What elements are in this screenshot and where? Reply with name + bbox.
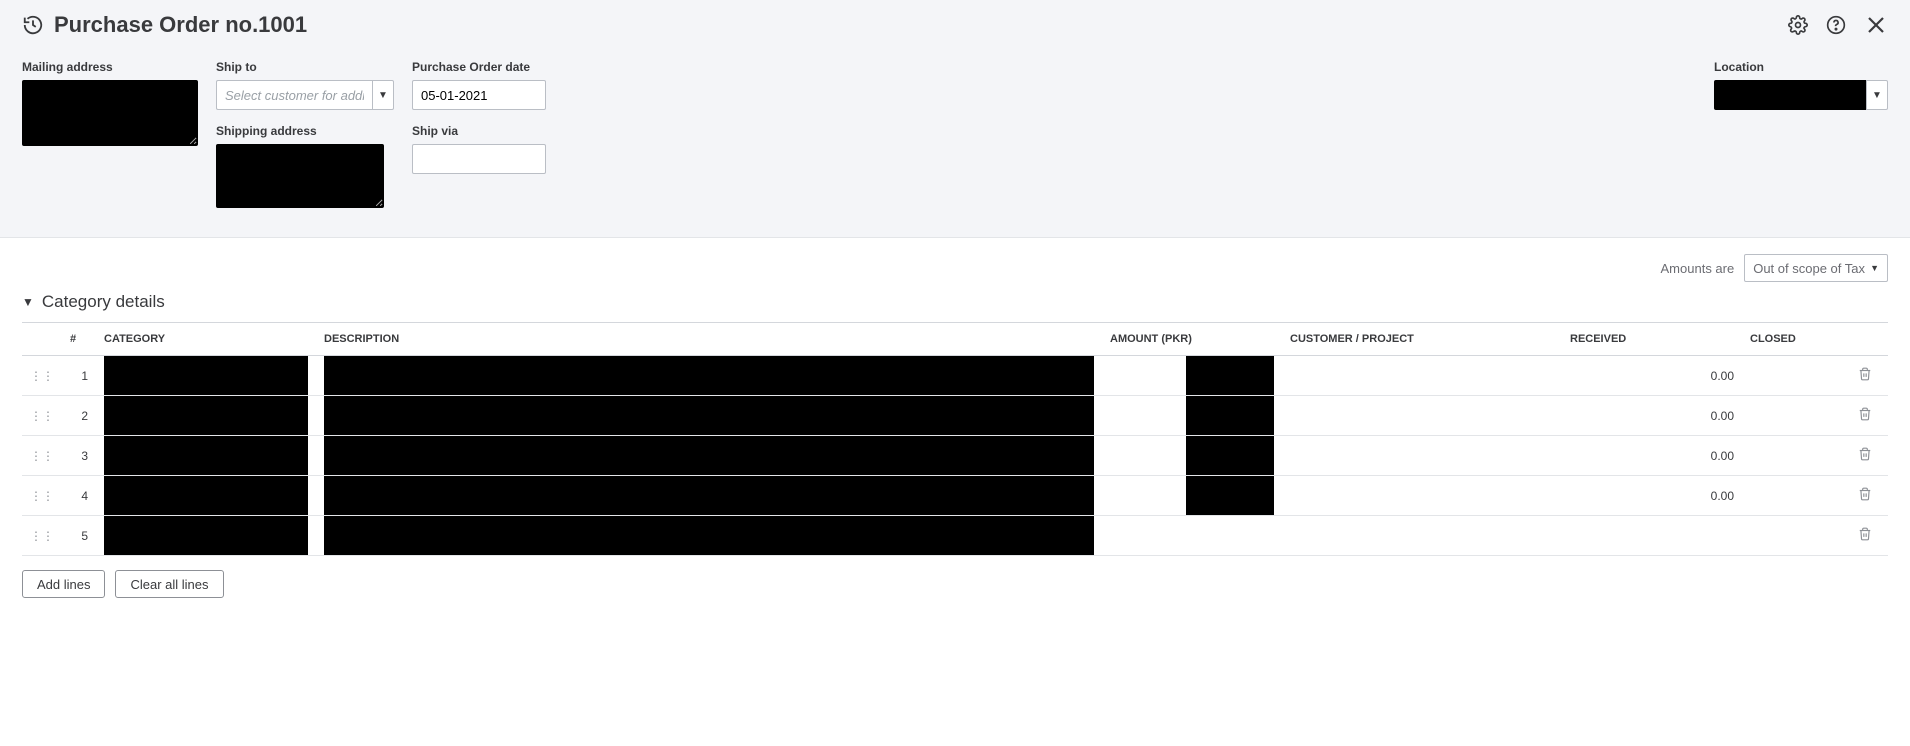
drag-handle-icon[interactable]: ⋮⋮ <box>22 356 62 396</box>
close-icon[interactable] <box>1864 13 1888 37</box>
ship-via-field: Ship via <box>412 124 546 174</box>
table-row[interactable]: ⋮⋮1 0.00 <box>22 356 1888 396</box>
delete-row-icon[interactable] <box>1842 516 1888 556</box>
received-cell[interactable]: 0.00 <box>1562 356 1742 396</box>
col-customer: CUSTOMER / PROJECT <box>1282 323 1562 356</box>
shipping-address-field: Shipping address <box>216 124 394 213</box>
col-received: RECEIVED <box>1562 323 1742 356</box>
amounts-are-select[interactable]: Out of scope of Tax <box>1744 254 1888 282</box>
category-cell[interactable] <box>96 516 316 556</box>
ship-to-input[interactable] <box>216 80 372 110</box>
delete-row-icon[interactable] <box>1842 356 1888 396</box>
mailing-address-field: Mailing address <box>22 60 198 151</box>
received-cell[interactable]: 0.00 <box>1562 396 1742 436</box>
category-cell[interactable] <box>96 476 316 516</box>
closed-cell[interactable] <box>1742 396 1842 436</box>
description-cell[interactable] <box>316 516 1102 556</box>
customer-cell[interactable] <box>1282 436 1562 476</box>
location-input[interactable] <box>1714 80 1866 110</box>
description-cell[interactable] <box>316 436 1102 476</box>
closed-cell[interactable] <box>1742 476 1842 516</box>
section-title: Category details <box>42 292 165 312</box>
received-cell[interactable]: 0.00 <box>1562 436 1742 476</box>
row-number: 2 <box>62 396 96 436</box>
col-description: DESCRIPTION <box>316 323 1102 356</box>
category-cell[interactable] <box>96 356 316 396</box>
shipping-address-label: Shipping address <box>216 124 394 138</box>
amount-cell[interactable] <box>1102 436 1282 476</box>
description-cell[interactable] <box>316 396 1102 436</box>
delete-row-icon[interactable] <box>1842 476 1888 516</box>
location-dropdown-icon[interactable]: ▼ <box>1866 80 1888 110</box>
col-category: CATEGORY <box>96 323 316 356</box>
received-cell[interactable] <box>1562 516 1742 556</box>
location-field: Location ▼ <box>1714 60 1888 110</box>
amount-cell[interactable] <box>1102 516 1282 556</box>
ship-to-field: Ship to ▼ <box>216 60 394 110</box>
category-details-toggle[interactable]: ▼ Category details <box>22 292 1888 312</box>
clear-all-lines-button[interactable]: Clear all lines <box>115 570 223 598</box>
po-date-label: Purchase Order date <box>412 60 546 74</box>
lower-area: Amounts are Out of scope of Tax ▼ Catego… <box>0 238 1910 622</box>
drag-handle-icon[interactable]: ⋮⋮ <box>22 476 62 516</box>
chevron-down-icon: ▼ <box>22 295 34 309</box>
add-lines-button[interactable]: Add lines <box>22 570 105 598</box>
history-icon[interactable] <box>22 14 44 36</box>
mailing-address-label: Mailing address <box>22 60 198 74</box>
customer-cell[interactable] <box>1282 396 1562 436</box>
category-details-table: # CATEGORY DESCRIPTION AMOUNT (PKR) CUST… <box>22 322 1888 556</box>
customer-cell[interactable] <box>1282 356 1562 396</box>
drag-handle-icon[interactable]: ⋮⋮ <box>22 436 62 476</box>
po-date-field: Purchase Order date <box>412 60 546 110</box>
closed-cell[interactable] <box>1742 356 1842 396</box>
description-cell[interactable] <box>316 476 1102 516</box>
closed-cell[interactable] <box>1742 516 1842 556</box>
gear-icon[interactable] <box>1788 15 1808 35</box>
customer-cell[interactable] <box>1282 476 1562 516</box>
received-cell[interactable]: 0.00 <box>1562 476 1742 516</box>
col-closed: CLOSED <box>1742 323 1842 356</box>
page-header: Purchase Order no.1001 <box>0 0 1910 50</box>
delete-row-icon[interactable] <box>1842 436 1888 476</box>
po-date-input[interactable] <box>412 80 546 110</box>
amounts-are-label: Amounts are <box>1661 261 1735 276</box>
drag-handle-icon[interactable]: ⋮⋮ <box>22 396 62 436</box>
table-row[interactable]: ⋮⋮4 0.00 <box>22 476 1888 516</box>
ship-to-label: Ship to <box>216 60 394 74</box>
drag-handle-icon[interactable]: ⋮⋮ <box>22 516 62 556</box>
table-row[interactable]: ⋮⋮2 0.00 <box>22 396 1888 436</box>
delete-row-icon[interactable] <box>1842 396 1888 436</box>
ship-to-dropdown-icon[interactable]: ▼ <box>372 80 394 110</box>
form-area: Mailing address Ship to ▼ Shipping addre… <box>0 50 1910 238</box>
ship-via-label: Ship via <box>412 124 546 138</box>
ship-via-input[interactable] <box>412 144 546 174</box>
row-number: 4 <box>62 476 96 516</box>
mailing-address-input[interactable] <box>22 80 198 146</box>
table-row[interactable]: ⋮⋮3 0.00 <box>22 436 1888 476</box>
help-icon[interactable] <box>1826 15 1846 35</box>
page-title: Purchase Order no.1001 <box>54 12 307 38</box>
table-row[interactable]: ⋮⋮5 <box>22 516 1888 556</box>
category-cell[interactable] <box>96 396 316 436</box>
row-number: 5 <box>62 516 96 556</box>
shipping-address-input[interactable] <box>216 144 384 208</box>
col-amount: AMOUNT (PKR) <box>1102 323 1282 356</box>
amounts-are-row: Amounts are Out of scope of Tax <box>22 254 1888 282</box>
description-cell[interactable] <box>316 356 1102 396</box>
row-number: 1 <box>62 356 96 396</box>
amounts-are-selected: Out of scope of Tax <box>1753 261 1865 276</box>
amount-cell[interactable] <box>1102 396 1282 436</box>
amount-cell[interactable] <box>1102 476 1282 516</box>
customer-cell[interactable] <box>1282 516 1562 556</box>
amount-cell[interactable] <box>1102 356 1282 396</box>
row-number: 3 <box>62 436 96 476</box>
location-label: Location <box>1714 60 1888 74</box>
closed-cell[interactable] <box>1742 436 1842 476</box>
col-num: # <box>62 323 96 356</box>
category-cell[interactable] <box>96 436 316 476</box>
table-header-row: # CATEGORY DESCRIPTION AMOUNT (PKR) CUST… <box>22 323 1888 356</box>
